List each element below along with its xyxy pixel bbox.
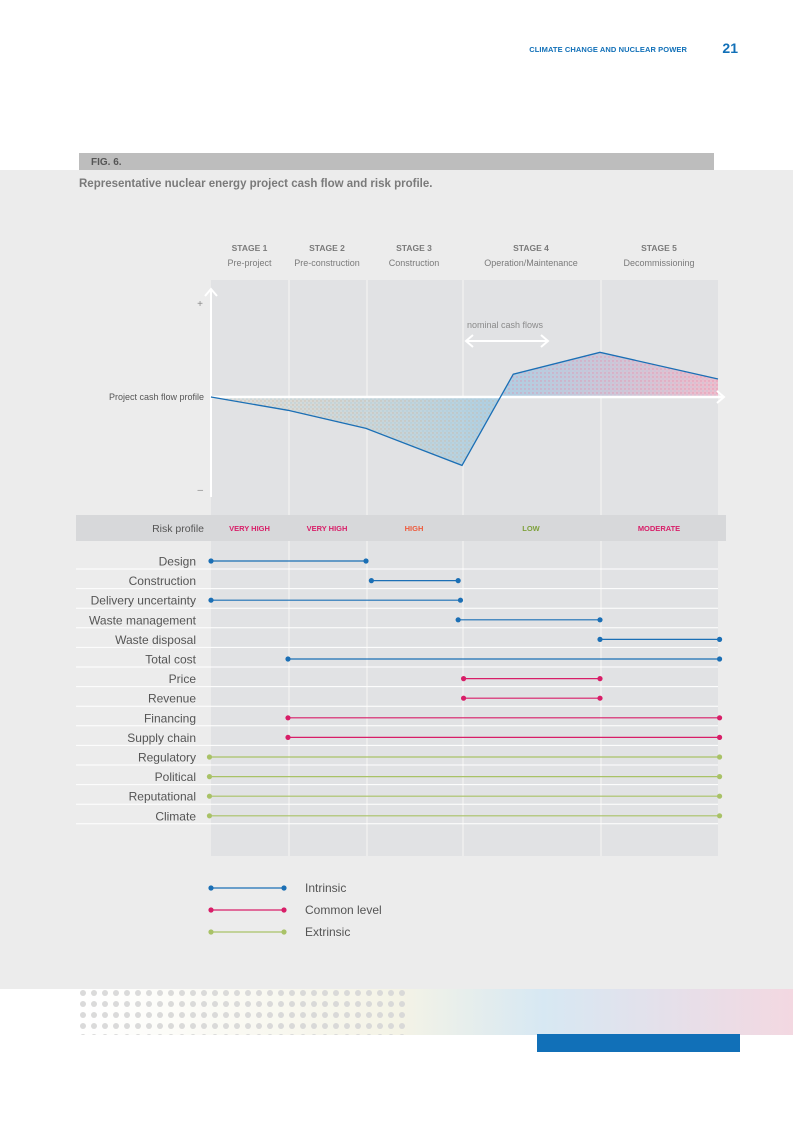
risk-label-supply-chain: Supply chain xyxy=(127,731,196,745)
stage-4-name: STAGE 4 xyxy=(513,243,549,253)
risk-end-dot-reputational xyxy=(716,793,723,799)
risk-label-delivery-uncertainty: Delivery uncertainty xyxy=(91,594,196,608)
risk-label-waste-disposal: Waste disposal xyxy=(115,633,196,647)
page-number: 21 xyxy=(722,40,738,56)
running-header-title: CLIMATE CHANGE AND NUCLEAR POWER xyxy=(529,45,687,54)
risk-end-dot-design xyxy=(363,558,369,564)
positive-cash-area-texture xyxy=(500,352,718,397)
risk-end-dot-regulatory xyxy=(716,754,723,760)
risk-profile-band xyxy=(76,515,726,541)
stage-1-description: Pre-project xyxy=(227,258,272,268)
risk-end-dot-political xyxy=(716,774,723,780)
cash-flow-line xyxy=(210,351,719,467)
risk-end-dot-revenue xyxy=(597,695,603,701)
risk-start-dot-delivery-uncertainty xyxy=(208,597,214,603)
risk-label-financing: Financing xyxy=(144,711,196,725)
risk-start-dot-climate xyxy=(206,813,213,819)
risk-end-dot-construction xyxy=(455,578,461,584)
risk-end-dot-delivery-uncertainty xyxy=(457,597,464,603)
risk-label-political: Political xyxy=(155,770,196,784)
risk-level-stage-1: VERY HIGH xyxy=(229,524,270,533)
risk-start-dot-waste-disposal xyxy=(597,636,603,643)
stage-column-2 xyxy=(290,280,366,856)
risk-level-stage-3: HIGH xyxy=(405,524,424,533)
nominal-arrow-right xyxy=(540,334,550,348)
figure-label-bar xyxy=(79,153,714,170)
decorative-dot-band xyxy=(79,989,793,1035)
risk-start-dot-regulatory xyxy=(206,754,213,760)
stage-3-name: STAGE 3 xyxy=(396,243,432,253)
stage-2-name: STAGE 2 xyxy=(309,243,345,253)
risk-label-climate: Climate xyxy=(155,809,196,823)
risk-end-dot-climate xyxy=(716,813,723,819)
risk-label-total-cost: Total cost xyxy=(145,653,196,667)
risk-label-price: Price xyxy=(169,672,197,686)
stage-column-1 xyxy=(211,280,288,856)
risk-start-dot-financing xyxy=(285,715,291,721)
risk-level-stage-4: LOW xyxy=(522,524,540,533)
stage-1-name: STAGE 1 xyxy=(232,243,268,253)
risk-label-revenue: Revenue xyxy=(148,692,196,706)
y-minus-label: – xyxy=(197,485,203,496)
legend-label-extrinsic: Extrinsic xyxy=(305,925,350,939)
risk-end-dot-financing xyxy=(716,715,723,721)
legend-dot-start-extrinsic xyxy=(208,929,214,935)
legend-label-intrinsic: Intrinsic xyxy=(305,881,346,895)
y-axis-arrow xyxy=(204,287,218,297)
risk-start-dot-waste-management xyxy=(455,617,461,623)
stage-2-description: Pre-construction xyxy=(294,258,360,268)
risk-label-construction: Construction xyxy=(129,574,196,588)
cash-flow-axis-label: Project cash flow profile xyxy=(109,392,204,402)
negative-cash-area-texture xyxy=(211,397,501,466)
risk-profile-label: Risk profile xyxy=(152,523,204,535)
legend-dot-end-extrinsic xyxy=(281,929,287,935)
risk-start-dot-price xyxy=(460,676,467,682)
risk-end-dot-waste-management xyxy=(597,617,603,623)
figure-caption: Representative nuclear energy project ca… xyxy=(79,178,433,190)
legend-dot-end-intrinsic xyxy=(281,885,287,891)
risk-end-dot-supply-chain xyxy=(716,734,723,741)
risk-level-stage-2: VERY HIGH xyxy=(307,524,348,533)
legend-label-common: Common level xyxy=(305,903,382,917)
risk-start-dot-reputational xyxy=(206,793,213,799)
nominal-arrow-left xyxy=(464,334,474,348)
nominal-cash-flows-annotation: nominal cash flows xyxy=(467,320,544,330)
cash-flow-risk-chart: STAGE 1 Pre-project STAGE 2 Pre-constructio… xyxy=(76,243,726,939)
risk-end-dot-total-cost xyxy=(716,656,723,662)
risk-end-dot-waste-disposal xyxy=(716,636,723,643)
legend-dot-start-intrinsic xyxy=(208,885,214,891)
y-plus-label: + xyxy=(197,299,203,310)
risk-level-stage-5: MODERATE xyxy=(638,524,680,533)
risk-start-dot-construction xyxy=(368,578,374,584)
stage-column-3 xyxy=(368,280,462,856)
footer-accent-bar xyxy=(537,1034,740,1052)
risk-start-dot-design xyxy=(208,558,214,564)
figure-label: FIG. 6. xyxy=(91,157,122,168)
risk-label-waste-management: Waste management xyxy=(89,613,197,627)
risk-start-dot-supply-chain xyxy=(285,734,291,741)
risk-label-reputational: Reputational xyxy=(129,790,196,804)
stage-3-description: Construction xyxy=(389,258,440,268)
stage-5-name: STAGE 5 xyxy=(641,243,677,253)
risk-start-dot-political xyxy=(206,774,213,780)
stage-4-description: Operation/Maintenance xyxy=(484,258,578,268)
risk-label-design: Design xyxy=(159,555,196,569)
zero-axis-arrow xyxy=(716,390,726,404)
legend-dot-start-common xyxy=(208,907,214,913)
risk-end-dot-price xyxy=(597,676,603,682)
legend-dot-end-common xyxy=(281,907,287,913)
risk-label-regulatory: Regulatory xyxy=(138,751,196,765)
risk-start-dot-total-cost xyxy=(285,656,291,662)
stage-5-description: Decommissioning xyxy=(623,258,694,268)
risk-start-dot-revenue xyxy=(460,695,467,701)
